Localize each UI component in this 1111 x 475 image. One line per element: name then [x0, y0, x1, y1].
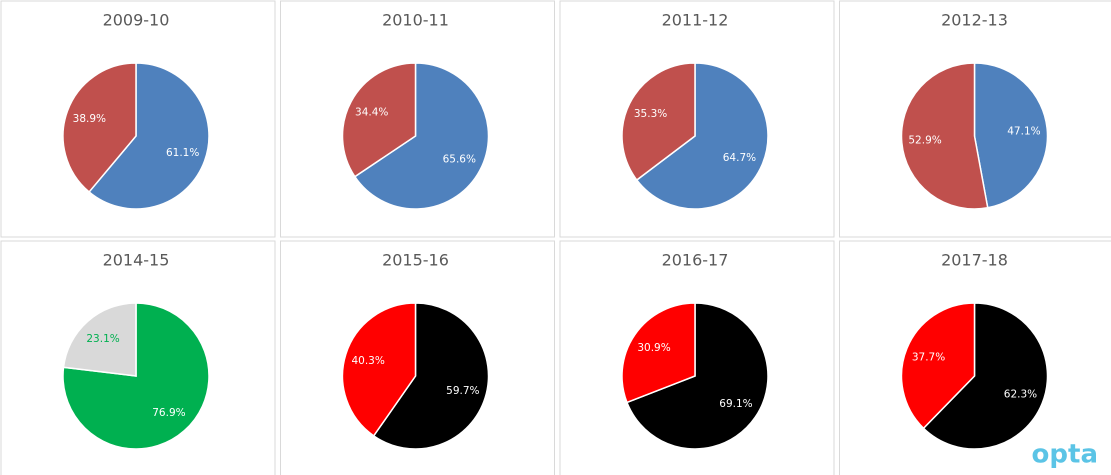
pie-slice [341, 62, 417, 178]
pie-slice [625, 302, 769, 450]
chart-title: 2011-12 [662, 11, 729, 30]
slice-label: 69.1% [719, 398, 752, 410]
chart-title: 2015-16 [382, 251, 449, 270]
panel [559, 0, 835, 238]
pie-slice [900, 302, 976, 430]
slice-label: 37.7% [912, 351, 945, 363]
pie-slice [62, 302, 210, 450]
pie-slice [922, 302, 1049, 450]
slice-label: 76.9% [152, 407, 185, 419]
slice-label: 38.9% [73, 113, 106, 125]
chart-title: 2014-15 [103, 251, 170, 270]
pie-slice [88, 62, 210, 210]
pie-slice [973, 62, 1049, 209]
pie-slice [353, 62, 490, 210]
panel [839, 240, 1111, 475]
pie-slice [621, 302, 696, 404]
slice-label: 52.9% [908, 135, 941, 147]
slice-label: 23.1% [86, 333, 119, 345]
chart-title: 2017-18 [941, 251, 1008, 270]
slice-label: 65.6% [443, 153, 476, 165]
pie-slice [621, 62, 696, 182]
chart-title: 2009-10 [103, 11, 170, 30]
panel [280, 240, 555, 475]
panel [0, 0, 276, 238]
pie-slice [372, 302, 490, 450]
pie-slice [62, 62, 137, 194]
slice-label: 59.7% [446, 385, 479, 397]
panel [559, 240, 835, 475]
slice-label: 62.3% [1004, 389, 1037, 401]
panel [839, 0, 1111, 238]
chart-title: 2010-11 [382, 11, 449, 30]
brand-logo: opta [1032, 440, 1098, 470]
slice-label: 64.7% [723, 152, 756, 164]
panel [280, 0, 555, 238]
pie-slice [635, 62, 769, 210]
pie-slice [62, 302, 137, 377]
slice-label: 40.3% [351, 355, 384, 367]
chart-title: 2012-13 [941, 11, 1008, 30]
panel [0, 240, 276, 475]
slice-label: 34.4% [355, 107, 388, 119]
slice-label: 35.3% [634, 108, 667, 120]
slice-label: 47.1% [1007, 125, 1040, 137]
pie-slice [341, 302, 417, 437]
slice-label: 61.1% [166, 147, 199, 159]
chart-title: 2016-17 [662, 251, 729, 270]
slice-label: 30.9% [637, 342, 670, 354]
pie-slice [900, 62, 989, 210]
